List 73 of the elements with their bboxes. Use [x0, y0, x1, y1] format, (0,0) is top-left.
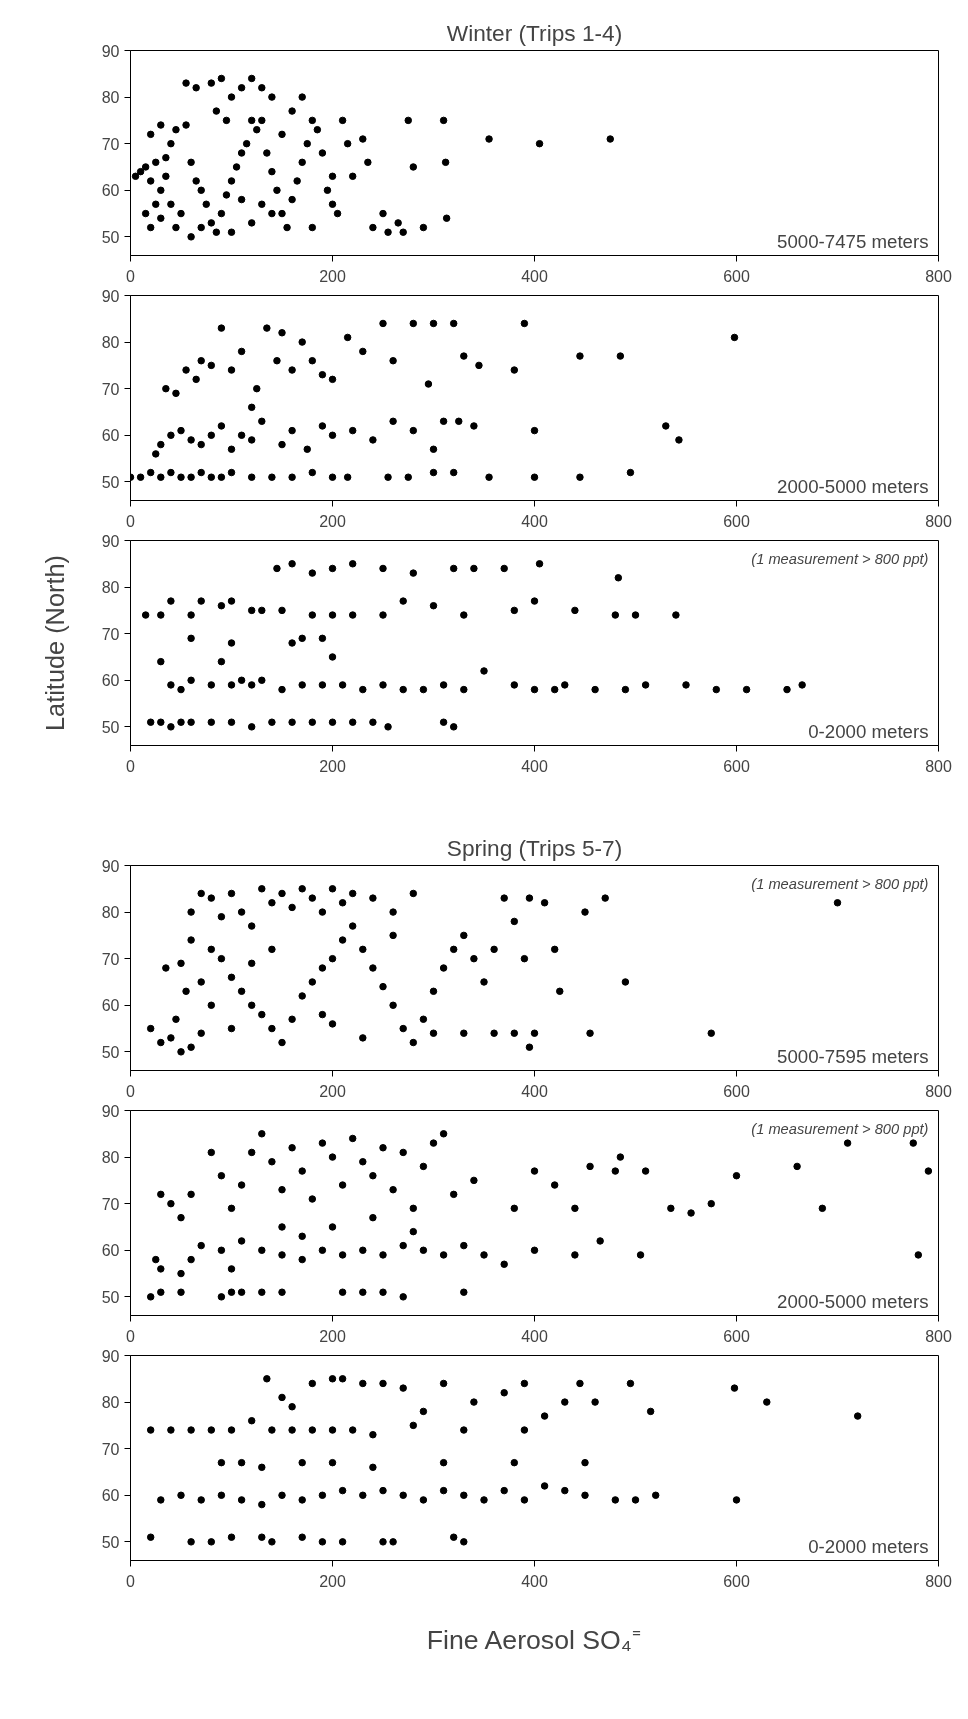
x-tick-label: 400 [521, 1082, 548, 1100]
y-tick-label: 90 [101, 1347, 120, 1365]
y-tick-label: 70 [101, 380, 120, 398]
x-tick-label: 200 [319, 757, 346, 775]
x-tick-label: 800 [925, 1327, 952, 1345]
x-tick-label: 0 [126, 1572, 136, 1590]
x-tick-label: 800 [925, 757, 952, 775]
y-tick-label: 50 [101, 473, 120, 491]
y-tick-label: 50 [101, 1043, 120, 1061]
y-tick-label: 70 [101, 625, 120, 643]
y-tick-label: 60 [101, 1242, 120, 1260]
x-tick-label: 200 [319, 512, 346, 530]
x-tick-label: 0 [126, 1082, 136, 1100]
annotation: 2000-5000 meters [777, 475, 929, 497]
x-tick-label: 400 [521, 1572, 548, 1590]
y-axis-title: Latitude (North) [40, 555, 69, 731]
y-tick-label: 60 [101, 997, 120, 1015]
x-tick-label: 800 [925, 1572, 952, 1590]
chart-title: Winter (Trips 1-4) [446, 19, 623, 46]
y-tick-label: 60 [101, 182, 120, 200]
annotation: 0-2000 meters [808, 720, 929, 742]
y-tick-label: 60 [101, 672, 120, 690]
x-tick-label: 600 [723, 757, 750, 775]
x-tick-label: 200 [319, 1082, 346, 1100]
y-tick-label: 90 [101, 287, 120, 305]
annotation: 0-2000 meters [808, 1535, 929, 1557]
y-tick-label: 50 [101, 228, 120, 246]
y-tick-label: 60 [101, 427, 120, 445]
y-tick-label: 80 [101, 904, 120, 922]
annotation: (1 measurement > 800 ppt) [751, 1120, 929, 1137]
y-tick-label: 50 [101, 1533, 120, 1551]
x-tick-label: 400 [521, 757, 548, 775]
y-tick-label: 80 [101, 334, 120, 352]
annotation: (1 measurement > 800 ppt) [751, 875, 929, 892]
annotation: (1 measurement > 800 ppt) [751, 550, 929, 567]
x-tick-label: 400 [521, 512, 548, 530]
x-tick-label: 800 [925, 1082, 952, 1100]
x-tick-label: 600 [723, 1572, 750, 1590]
x-tick-label: 600 [723, 267, 750, 285]
y-tick-label: 80 [101, 1394, 120, 1412]
y-tick-label: 50 [101, 718, 120, 736]
x-tick-label: 0 [126, 512, 136, 530]
y-tick-label: 70 [101, 950, 120, 968]
y-tick-label: 70 [101, 135, 120, 153]
y-tick-label: 90 [101, 1102, 120, 1120]
y-tick-label: 90 [101, 532, 120, 550]
x-tick-label: 800 [925, 512, 952, 530]
y-tick-label: 80 [101, 89, 120, 107]
x-axis-title: Fine Aerosol SO₄⁼ [426, 1624, 641, 1655]
x-tick-label: 400 [521, 267, 548, 285]
y-tick-label: 90 [101, 857, 120, 875]
x-tick-label: 600 [723, 512, 750, 530]
y-tick-label: 70 [101, 1195, 120, 1213]
y-tick-label: 80 [101, 579, 120, 597]
x-tick-label: 0 [126, 1327, 136, 1345]
annotation: 2000-5000 meters [777, 1290, 929, 1312]
x-tick-label: 200 [319, 1327, 346, 1345]
y-tick-label: 80 [101, 1149, 120, 1167]
x-tick-label: 800 [925, 267, 952, 285]
x-tick-label: 400 [521, 1327, 548, 1345]
annotation: 5000-7475 meters [777, 230, 929, 252]
x-tick-label: 200 [319, 267, 346, 285]
x-tick-label: 600 [723, 1082, 750, 1100]
chart-title: Spring (Trips 5-7) [446, 834, 623, 861]
y-tick-label: 70 [101, 1440, 120, 1458]
annotation: 5000-7595 meters [777, 1045, 929, 1067]
y-tick-label: 50 [101, 1288, 120, 1306]
x-tick-label: 600 [723, 1327, 750, 1345]
x-tick-label: 200 [319, 1572, 346, 1590]
y-tick-label: 60 [101, 1487, 120, 1505]
x-tick-label: 0 [126, 267, 136, 285]
x-tick-label: 0 [126, 757, 136, 775]
y-tick-label: 90 [101, 42, 120, 60]
